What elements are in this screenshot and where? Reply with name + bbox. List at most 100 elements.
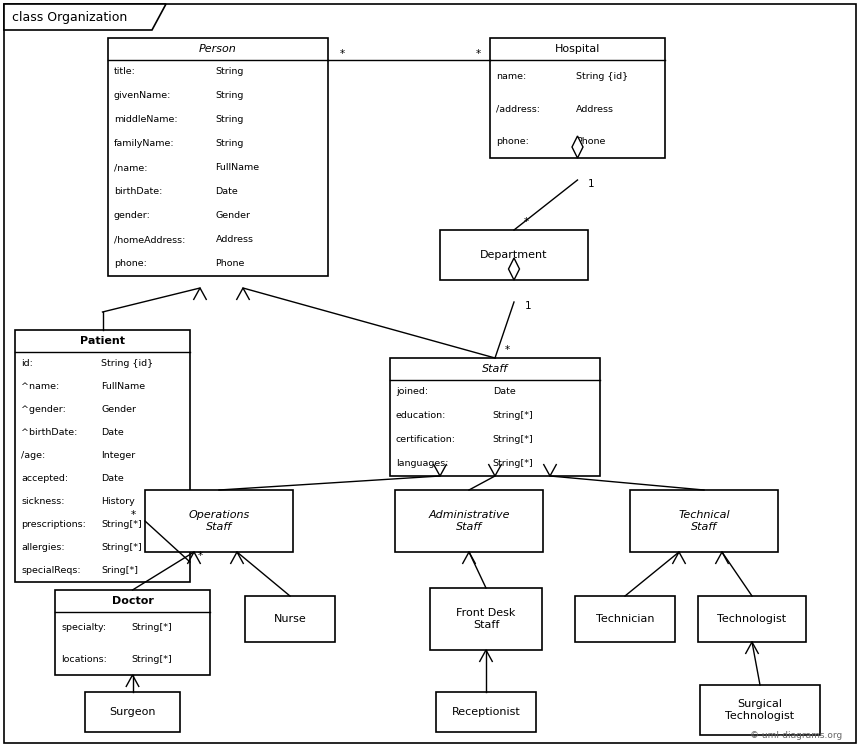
Polygon shape <box>4 4 166 30</box>
Text: *: * <box>198 551 203 561</box>
Text: String[*]: String[*] <box>101 520 142 529</box>
Text: Technologist: Technologist <box>717 614 787 624</box>
Text: joined:: joined: <box>396 388 428 397</box>
Text: sickness:: sickness: <box>21 497 64 506</box>
Text: String: String <box>216 91 244 101</box>
Text: locations:: locations: <box>61 655 107 664</box>
Text: Hospital: Hospital <box>555 44 600 54</box>
Text: allergies:: allergies: <box>21 543 64 552</box>
Text: 1: 1 <box>525 301 531 311</box>
Text: /address:: /address: <box>496 105 540 114</box>
Text: History: History <box>101 497 135 506</box>
Text: Address: Address <box>216 235 254 244</box>
Text: Technician: Technician <box>596 614 654 624</box>
Bar <box>575 596 675 642</box>
Text: Gender: Gender <box>216 211 250 220</box>
Text: accepted:: accepted: <box>21 474 68 483</box>
Text: id:: id: <box>21 359 33 368</box>
Text: class Organization: class Organization <box>12 10 127 23</box>
Bar <box>430 588 542 650</box>
Bar <box>698 596 806 642</box>
Text: Sring[*]: Sring[*] <box>101 566 138 575</box>
Text: Patient: Patient <box>80 336 125 346</box>
Text: String {id}: String {id} <box>576 72 628 81</box>
Text: String[*]: String[*] <box>493 459 533 468</box>
Text: Date: Date <box>101 474 124 483</box>
Text: String[*]: String[*] <box>493 412 533 421</box>
Text: name:: name: <box>496 72 526 81</box>
Text: *: * <box>505 345 510 355</box>
Text: Phone: Phone <box>576 137 605 146</box>
Text: String: String <box>216 140 244 149</box>
Text: prescriptions:: prescriptions: <box>21 520 86 529</box>
Text: Front Desk
Staff: Front Desk Staff <box>457 608 516 630</box>
Text: ^gender:: ^gender: <box>21 405 66 414</box>
Bar <box>108 38 328 276</box>
Text: certification:: certification: <box>396 436 456 444</box>
Text: *: * <box>131 510 136 520</box>
Bar <box>15 330 190 582</box>
Text: phone:: phone: <box>114 259 147 268</box>
Text: Nurse: Nurse <box>273 614 306 624</box>
Text: String[*]: String[*] <box>493 436 533 444</box>
Text: languages:: languages: <box>396 459 449 468</box>
Text: specialReqs:: specialReqs: <box>21 566 81 575</box>
Text: String[*]: String[*] <box>101 543 142 552</box>
Text: Integer: Integer <box>101 451 135 460</box>
Text: birthDate:: birthDate: <box>114 187 163 196</box>
Text: Operations
Staff: Operations Staff <box>188 509 249 532</box>
Text: specialty:: specialty: <box>61 623 106 632</box>
Text: Staff: Staff <box>482 364 508 374</box>
Text: String[*]: String[*] <box>132 655 172 664</box>
Text: Surgeon: Surgeon <box>109 707 156 717</box>
Text: String: String <box>216 116 244 125</box>
Text: Person: Person <box>200 44 237 54</box>
Text: Date: Date <box>493 388 515 397</box>
Bar <box>245 596 335 642</box>
Text: FullName: FullName <box>101 382 145 391</box>
Bar <box>390 358 600 476</box>
Text: Phone: Phone <box>216 259 245 268</box>
Text: *: * <box>524 217 529 227</box>
Text: gender:: gender: <box>114 211 150 220</box>
Bar <box>700 685 820 735</box>
Text: /homeAddress:: /homeAddress: <box>114 235 186 244</box>
Bar <box>440 230 588 280</box>
Text: title:: title: <box>114 67 136 76</box>
Text: middleName:: middleName: <box>114 116 178 125</box>
Text: Surgical
Technologist: Surgical Technologist <box>726 698 795 721</box>
Text: Administrative
Staff: Administrative Staff <box>428 509 510 532</box>
Text: 1: 1 <box>588 179 595 189</box>
Text: Doctor: Doctor <box>112 596 153 606</box>
Text: Date: Date <box>101 428 124 437</box>
Polygon shape <box>572 136 583 158</box>
Text: *: * <box>340 49 345 59</box>
Bar <box>436 692 536 732</box>
Text: Department: Department <box>480 250 548 260</box>
Bar <box>145 490 293 552</box>
Text: ^birthDate:: ^birthDate: <box>21 428 77 437</box>
Text: Gender: Gender <box>101 405 136 414</box>
Text: phone:: phone: <box>496 137 529 146</box>
Text: String {id}: String {id} <box>101 359 153 368</box>
Text: Receptionist: Receptionist <box>452 707 520 717</box>
Text: Date: Date <box>216 187 238 196</box>
Text: /age:: /age: <box>21 451 46 460</box>
Text: familyName:: familyName: <box>114 140 175 149</box>
Text: *: * <box>476 49 481 59</box>
Text: FullName: FullName <box>216 164 260 173</box>
Bar <box>395 490 543 552</box>
Text: education:: education: <box>396 412 446 421</box>
Text: Address: Address <box>576 105 614 114</box>
Bar <box>85 692 180 732</box>
Text: String[*]: String[*] <box>132 623 172 632</box>
Bar <box>630 490 778 552</box>
Text: ^name:: ^name: <box>21 382 59 391</box>
Bar <box>55 590 210 675</box>
Text: givenName:: givenName: <box>114 91 171 101</box>
Text: /name:: /name: <box>114 164 148 173</box>
Text: © uml-diagrams.org: © uml-diagrams.org <box>750 731 842 740</box>
Bar <box>490 38 665 158</box>
Polygon shape <box>508 258 519 280</box>
Text: String: String <box>216 67 244 76</box>
